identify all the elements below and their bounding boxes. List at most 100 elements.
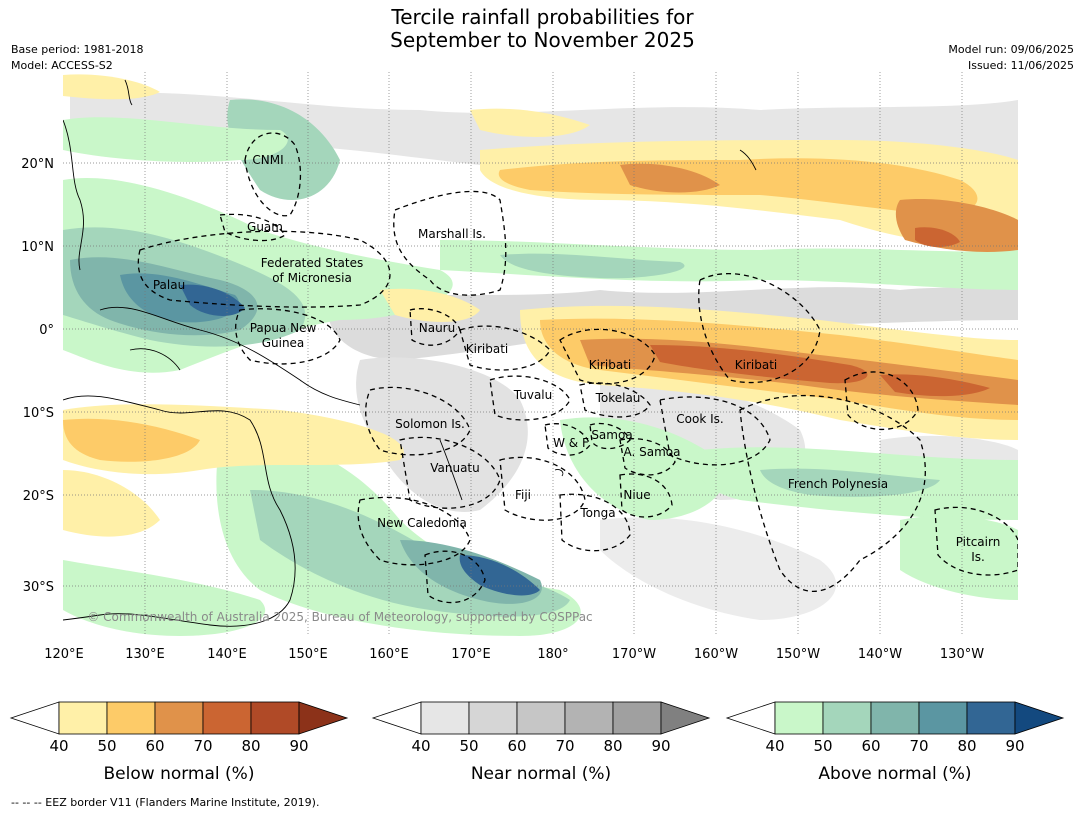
- colorbar-tick: 40: [411, 737, 430, 755]
- colorbar-label: Near normal (%): [471, 764, 611, 784]
- label-guam: Guam: [247, 220, 283, 234]
- coastlines: [63, 79, 757, 627]
- colorbar-tick: 70: [193, 737, 212, 755]
- eez-footnote: -- -- -- EEZ border V11 (Flanders Marine…: [11, 796, 320, 809]
- graticule: [63, 72, 1018, 636]
- colorbar-swatch: [154, 701, 204, 735]
- lat-axis: 20°N 10°N 0° 10°S 20°S 30°S: [21, 157, 54, 595]
- lon-tick: 140°W: [858, 647, 902, 662]
- label-tokelau: Tokelau: [595, 391, 641, 405]
- colorbar-swatch: [612, 701, 662, 735]
- lat-tick: 10°S: [23, 406, 54, 421]
- colorbar-swatch: [966, 701, 1016, 735]
- label-pitcairn-line1: Pitcairn: [956, 535, 1001, 549]
- eez-borders: [137, 132, 1018, 604]
- colorbar-swatch: [822, 701, 872, 735]
- lat-tick: 20°N: [21, 157, 54, 172]
- colorbar-swatch: [564, 701, 614, 735]
- label-new-caledonia: New Caledonia: [377, 516, 467, 530]
- lon-tick: 130°E: [125, 647, 165, 662]
- label-fiji: Fiji: [515, 488, 531, 502]
- colorbar-tick: 90: [1005, 737, 1024, 755]
- lon-tick: 150°W: [776, 647, 820, 662]
- lon-tick: 170°E: [451, 647, 491, 662]
- colorbar-swatch: [420, 701, 470, 735]
- label-pitcairn-line2: Is.: [971, 550, 985, 564]
- lon-tick: 120°E: [44, 647, 84, 662]
- label-american-samoa: A. Samoa: [624, 445, 681, 459]
- colorbar-tick: 80: [957, 737, 976, 755]
- colorbars: 40 50 60 70 80 90 Below normal (%) 40 50 60 70 80 90…: [9, 701, 1065, 784]
- label-png-line1: Papua New: [250, 321, 317, 335]
- label-vanuatu: Vanuatu: [430, 461, 480, 475]
- label-marshall-islands: Marshall Is.: [418, 227, 486, 241]
- label-tuvalu: Tuvalu: [513, 388, 553, 402]
- lat-tick: 0°: [39, 323, 54, 338]
- colorbar-tick: 80: [241, 737, 260, 755]
- colorbar-label: Below normal (%): [104, 764, 255, 784]
- colorbar-tick: 40: [765, 737, 784, 755]
- lon-tick: 160°W: [694, 647, 738, 662]
- lon-tick: 160°E: [369, 647, 409, 662]
- copyright-text: © Commonwealth of Australia 2025, Bureau…: [87, 610, 592, 624]
- title-line-2: September to November 2025: [390, 28, 695, 52]
- meta-right: Model run: 09/06/2025 Issued: 11/06/2025: [948, 42, 1074, 74]
- colorbar-tick: 60: [507, 737, 526, 755]
- lon-tick: 140°E: [207, 647, 247, 662]
- label-kiribati-central: Kiribati: [589, 358, 631, 372]
- label-solomon-islands: Solomon Is.: [395, 417, 465, 431]
- label-fsm-line2: of Micronesia: [272, 271, 352, 285]
- colorbar-tick: 60: [145, 737, 164, 755]
- label-wallis-futuna: W & F: [553, 436, 589, 450]
- colorbar-3: 40 50 60 70 80 90 Above normal (%): [725, 701, 1065, 784]
- colorbar-swatch: [250, 701, 300, 735]
- colorbar-tick: 50: [97, 737, 116, 755]
- colorbar-tick: 40: [49, 737, 68, 755]
- label-kiribati-east: Kiribati: [735, 358, 777, 372]
- colorbar-tick: 70: [555, 737, 574, 755]
- colorbar-swatch: [202, 701, 252, 735]
- label-png-line2: Guinea: [262, 336, 305, 350]
- region-labels: CNMI Guam Marshall Is. Federated States …: [153, 153, 1000, 564]
- colorbar-1: 40 50 60 70 80 90 Below normal (%): [9, 701, 349, 784]
- colorbar-swatch: [516, 701, 566, 735]
- label-nauru: Nauru: [419, 321, 455, 335]
- label-niue: Niue: [623, 488, 650, 502]
- label-kiribati-west: Kiribati: [466, 342, 508, 356]
- below-normal-shading: [63, 74, 1018, 537]
- lon-tick: 180°: [537, 647, 568, 662]
- colorbar-tick: 90: [651, 737, 670, 755]
- colorbar-extend-low: [725, 701, 776, 735]
- colorbar-extend-high: [660, 701, 711, 735]
- base-period-text: Base period: 1981-2018: [11, 43, 144, 56]
- lon-axis: 120°E 130°E 140°E 150°E 160°E 170°E 180°…: [44, 647, 984, 662]
- colorbar-label: Above normal (%): [818, 764, 971, 784]
- colorbar-tick: 60: [861, 737, 880, 755]
- colorbar-swatch: [774, 701, 824, 735]
- colorbar-swatch: [918, 701, 968, 735]
- lat-tick: 10°N: [21, 240, 54, 255]
- colorbar-swatch: [468, 701, 518, 735]
- colorbar-extend-high: [298, 701, 349, 735]
- colorbar-swatch: [106, 701, 156, 735]
- title-line-1: Tercile rainfall probabilities for: [391, 5, 694, 29]
- label-samoa: Samoa: [591, 428, 632, 442]
- colorbar-extend-high: [1014, 701, 1065, 735]
- lon-tick: 170°W: [612, 647, 656, 662]
- near-normal-shading: [70, 92, 1018, 620]
- colorbar-swatch: [870, 701, 920, 735]
- issued-text: Issued: 11/06/2025: [967, 59, 1074, 72]
- colorbar-swatch: [58, 701, 108, 735]
- lat-tick: 30°S: [23, 580, 54, 595]
- label-palau: Palau: [153, 278, 185, 292]
- label-fsm-line1: Federated States: [261, 256, 363, 270]
- label-tonga: Tonga: [579, 506, 615, 520]
- model-run-text: Model run: 09/06/2025: [948, 43, 1074, 56]
- above-normal-shading: [63, 99, 1018, 636]
- colorbar-tick: 50: [813, 737, 832, 755]
- colorbar-tick: 70: [909, 737, 928, 755]
- lat-tick: 20°S: [23, 489, 54, 504]
- lon-tick: 150°E: [288, 647, 328, 662]
- colorbar-extend-low: [371, 701, 422, 735]
